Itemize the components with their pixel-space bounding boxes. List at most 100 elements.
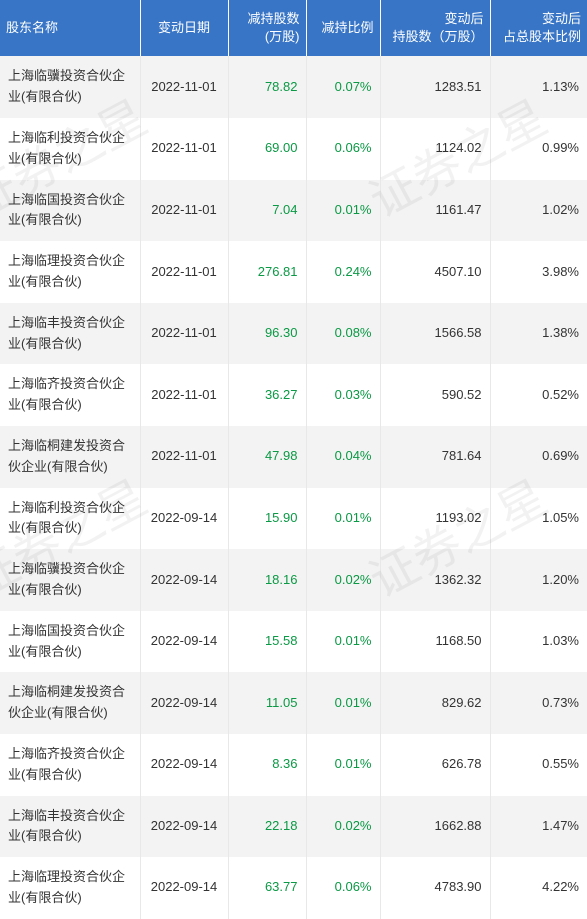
after-shares-cell: 781.64	[380, 426, 490, 488]
shareholder-name-cell: 上海临理投资合伙企业(有限合伙)	[0, 857, 140, 919]
reduction-ratio-cell: 0.07%	[306, 56, 380, 118]
table-row: 上海临桐建发投资合伙企业(有限合伙)2022-09-1411.050.01%82…	[0, 672, 587, 734]
change-date-cell: 2022-11-01	[140, 180, 228, 242]
shareholder-name-cell: 上海临丰投资合伙企业(有限合伙)	[0, 303, 140, 365]
shareholder-name-cell: 上海临利投资合伙企业(有限合伙)	[0, 488, 140, 550]
after-ratio-cell: 1.03%	[490, 611, 587, 673]
reduction-shares-cell: 18.16	[228, 549, 306, 611]
header-shareholder-name: 股东名称	[0, 0, 140, 56]
reduction-ratio-cell: 0.03%	[306, 364, 380, 426]
table-row: 上海临丰投资合伙企业(有限合伙)2022-11-0196.300.08%1566…	[0, 303, 587, 365]
shareholder-name-cell: 上海临利投资合伙企业(有限合伙)	[0, 118, 140, 180]
header-after-ratio: 变动后占总股本比例	[490, 0, 587, 56]
reduction-shares-cell: 78.82	[228, 56, 306, 118]
table-row: 上海临利投资合伙企业(有限合伙)2022-11-0169.000.06%1124…	[0, 118, 587, 180]
after-ratio-cell: 1.38%	[490, 303, 587, 365]
after-ratio-cell: 0.73%	[490, 672, 587, 734]
change-date-cell: 2022-09-14	[140, 672, 228, 734]
table-row: 上海临国投资合伙企业(有限合伙)2022-11-017.040.01%1161.…	[0, 180, 587, 242]
reduction-ratio-cell: 0.04%	[306, 426, 380, 488]
reduction-ratio-cell: 0.06%	[306, 857, 380, 919]
shareholder-name-cell: 上海临齐投资合伙企业(有限合伙)	[0, 364, 140, 426]
after-shares-cell: 1124.02	[380, 118, 490, 180]
header-reduction-ratio: 减持比例	[306, 0, 380, 56]
after-ratio-cell: 1.02%	[490, 180, 587, 242]
header-reduction-shares: 减持股数(万股)	[228, 0, 306, 56]
reduction-shares-cell: 276.81	[228, 241, 306, 303]
reduction-ratio-cell: 0.08%	[306, 303, 380, 365]
reduction-shares-cell: 11.05	[228, 672, 306, 734]
change-date-cell: 2022-11-01	[140, 118, 228, 180]
reduction-ratio-cell: 0.02%	[306, 549, 380, 611]
table-row: 上海临齐投资合伙企业(有限合伙)2022-11-0136.270.03%590.…	[0, 364, 587, 426]
reduction-ratio-cell: 0.24%	[306, 241, 380, 303]
table-header-row: 股东名称 变动日期 减持股数(万股) 减持比例 变动后持股数（万股） 变动后占总…	[0, 0, 587, 56]
reduction-ratio-cell: 0.06%	[306, 118, 380, 180]
change-date-cell: 2022-11-01	[140, 426, 228, 488]
change-date-cell: 2022-11-01	[140, 303, 228, 365]
after-ratio-cell: 0.69%	[490, 426, 587, 488]
reduction-ratio-cell: 0.01%	[306, 611, 380, 673]
reduction-shares-cell: 7.04	[228, 180, 306, 242]
shareholder-name-cell: 上海临齐投资合伙企业(有限合伙)	[0, 734, 140, 796]
shareholder-name-cell: 上海临桐建发投资合伙企业(有限合伙)	[0, 426, 140, 488]
header-after-shares: 变动后持股数（万股）	[380, 0, 490, 56]
change-date-cell: 2022-09-14	[140, 734, 228, 796]
table-row: 上海临丰投资合伙企业(有限合伙)2022-09-1422.180.02%1662…	[0, 796, 587, 858]
after-shares-cell: 4507.10	[380, 241, 490, 303]
change-date-cell: 2022-09-14	[140, 549, 228, 611]
after-shares-cell: 626.78	[380, 734, 490, 796]
shareholding-change-table: 股东名称 变动日期 减持股数(万股) 减持比例 变动后持股数（万股） 变动后占总…	[0, 0, 587, 919]
after-shares-cell: 829.62	[380, 672, 490, 734]
after-ratio-cell: 3.98%	[490, 241, 587, 303]
table-row: 上海临国投资合伙企业(有限合伙)2022-09-1415.580.01%1168…	[0, 611, 587, 673]
reduction-shares-cell: 69.00	[228, 118, 306, 180]
reduction-ratio-cell: 0.01%	[306, 734, 380, 796]
change-date-cell: 2022-09-14	[140, 488, 228, 550]
reduction-shares-cell: 96.30	[228, 303, 306, 365]
after-shares-cell: 1161.47	[380, 180, 490, 242]
table-row: 上海临骥投资合伙企业(有限合伙)2022-09-1418.160.02%1362…	[0, 549, 587, 611]
shareholder-name-cell: 上海临桐建发投资合伙企业(有限合伙)	[0, 672, 140, 734]
change-date-cell: 2022-11-01	[140, 56, 228, 118]
reduction-ratio-cell: 0.02%	[306, 796, 380, 858]
after-ratio-cell: 0.55%	[490, 734, 587, 796]
shareholder-name-cell: 上海临理投资合伙企业(有限合伙)	[0, 241, 140, 303]
reduction-ratio-cell: 0.01%	[306, 488, 380, 550]
after-ratio-cell: 1.13%	[490, 56, 587, 118]
change-date-cell: 2022-11-01	[140, 241, 228, 303]
after-shares-cell: 1662.88	[380, 796, 490, 858]
after-shares-cell: 4783.90	[380, 857, 490, 919]
after-ratio-cell: 1.20%	[490, 549, 587, 611]
table-row: 上海临齐投资合伙企业(有限合伙)2022-09-148.360.01%626.7…	[0, 734, 587, 796]
change-date-cell: 2022-09-14	[140, 611, 228, 673]
after-ratio-cell: 1.47%	[490, 796, 587, 858]
shareholder-name-cell: 上海临骥投资合伙企业(有限合伙)	[0, 549, 140, 611]
change-date-cell: 2022-11-01	[140, 364, 228, 426]
reduction-shares-cell: 15.90	[228, 488, 306, 550]
after-shares-cell: 1566.58	[380, 303, 490, 365]
table-row: 上海临理投资合伙企业(有限合伙)2022-11-01276.810.24%450…	[0, 241, 587, 303]
after-shares-cell: 1283.51	[380, 56, 490, 118]
table-row: 上海临理投资合伙企业(有限合伙)2022-09-1463.770.06%4783…	[0, 857, 587, 919]
table-row: 上海临骥投资合伙企业(有限合伙)2022-11-0178.820.07%1283…	[0, 56, 587, 118]
shareholding-table-container: 证券之星 证券之星 证券之星 证券之星 股东名称 变动日期 减持股数(万股) 减…	[0, 0, 587, 919]
after-ratio-cell: 0.99%	[490, 118, 587, 180]
reduction-ratio-cell: 0.01%	[306, 672, 380, 734]
reduction-shares-cell: 47.98	[228, 426, 306, 488]
reduction-shares-cell: 15.58	[228, 611, 306, 673]
after-ratio-cell: 0.52%	[490, 364, 587, 426]
reduction-ratio-cell: 0.01%	[306, 180, 380, 242]
header-change-date: 变动日期	[140, 0, 228, 56]
after-shares-cell: 1193.02	[380, 488, 490, 550]
after-shares-cell: 1168.50	[380, 611, 490, 673]
change-date-cell: 2022-09-14	[140, 796, 228, 858]
reduction-shares-cell: 36.27	[228, 364, 306, 426]
table-row: 上海临利投资合伙企业(有限合伙)2022-09-1415.900.01%1193…	[0, 488, 587, 550]
after-shares-cell: 590.52	[380, 364, 490, 426]
after-ratio-cell: 1.05%	[490, 488, 587, 550]
shareholder-name-cell: 上海临国投资合伙企业(有限合伙)	[0, 180, 140, 242]
reduction-shares-cell: 8.36	[228, 734, 306, 796]
table-row: 上海临桐建发投资合伙企业(有限合伙)2022-11-0147.980.04%78…	[0, 426, 587, 488]
reduction-shares-cell: 22.18	[228, 796, 306, 858]
